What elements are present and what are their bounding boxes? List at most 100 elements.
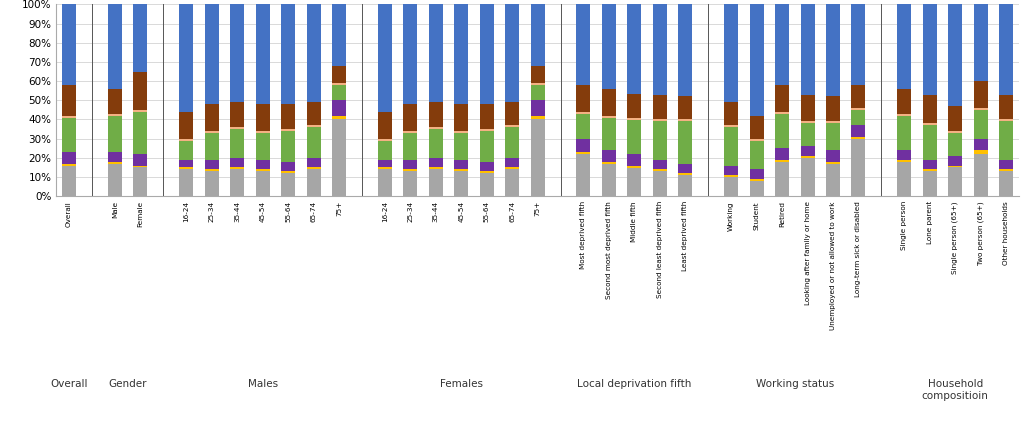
Bar — [230, 127, 244, 129]
Bar — [479, 104, 494, 129]
Bar — [306, 169, 321, 196]
Bar — [281, 4, 295, 104]
Bar — [678, 96, 692, 119]
Bar — [530, 85, 545, 100]
Bar — [999, 4, 1013, 95]
Bar — [256, 169, 269, 171]
Bar — [577, 85, 591, 112]
Bar — [826, 96, 840, 121]
Bar — [897, 150, 911, 160]
Bar — [530, 100, 545, 116]
Bar — [62, 116, 76, 118]
Bar — [923, 169, 937, 171]
Bar — [429, 127, 442, 129]
Bar — [479, 131, 494, 162]
Bar — [974, 110, 988, 139]
Bar — [602, 4, 615, 89]
Bar — [256, 104, 269, 131]
Bar — [678, 119, 692, 121]
Bar — [897, 160, 911, 162]
Bar — [230, 158, 244, 167]
Bar — [133, 154, 147, 166]
Bar — [479, 171, 494, 173]
Bar — [403, 131, 418, 133]
Bar — [897, 89, 911, 114]
Bar — [826, 4, 840, 96]
Text: Working status: Working status — [756, 379, 834, 389]
Bar — [281, 171, 295, 173]
Bar — [628, 166, 641, 168]
Bar — [602, 162, 615, 164]
Bar — [281, 104, 295, 129]
Bar — [678, 164, 692, 173]
Bar — [403, 171, 418, 196]
Bar — [653, 119, 667, 121]
Bar — [505, 4, 519, 102]
Bar — [775, 85, 790, 112]
Bar — [974, 108, 988, 110]
Bar — [653, 121, 667, 160]
Bar — [429, 167, 442, 169]
Bar — [62, 118, 76, 152]
Bar — [750, 140, 764, 169]
Bar — [530, 83, 545, 85]
Bar — [897, 114, 911, 116]
Bar — [628, 118, 641, 120]
Bar — [897, 162, 911, 196]
Bar — [999, 121, 1013, 160]
Bar — [306, 4, 321, 102]
Bar — [429, 102, 442, 127]
Bar — [653, 95, 667, 119]
Bar — [851, 137, 865, 139]
Bar — [999, 160, 1013, 169]
Bar — [479, 129, 494, 131]
Bar — [577, 112, 591, 114]
Bar — [999, 171, 1013, 196]
Bar — [205, 104, 219, 131]
Bar — [577, 152, 591, 154]
Bar — [429, 169, 442, 196]
Bar — [230, 167, 244, 169]
Bar — [775, 162, 790, 196]
Bar — [455, 4, 468, 104]
Bar — [479, 162, 494, 171]
Bar — [108, 89, 122, 114]
Text: Females: Females — [439, 379, 482, 389]
Bar — [332, 116, 346, 119]
Bar — [653, 171, 667, 196]
Bar — [826, 150, 840, 162]
Bar — [378, 169, 392, 196]
Bar — [179, 167, 194, 169]
Bar — [306, 167, 321, 169]
Bar — [133, 72, 147, 110]
Bar — [306, 158, 321, 167]
Bar — [999, 119, 1013, 121]
Bar — [306, 102, 321, 125]
Bar — [230, 169, 244, 196]
Bar — [306, 125, 321, 127]
Bar — [332, 66, 346, 83]
Bar — [133, 166, 147, 167]
Bar — [948, 4, 963, 106]
Bar — [724, 102, 738, 125]
Bar — [602, 118, 615, 150]
Bar — [306, 127, 321, 158]
Bar — [851, 139, 865, 196]
Bar — [724, 175, 738, 177]
Bar — [108, 164, 122, 196]
Bar — [133, 167, 147, 196]
Bar — [974, 150, 988, 154]
Bar — [750, 4, 764, 116]
Bar — [455, 169, 468, 171]
Bar — [179, 139, 194, 140]
Text: Males: Males — [248, 379, 278, 389]
Bar — [179, 169, 194, 196]
Bar — [281, 162, 295, 171]
Bar — [179, 140, 194, 160]
Bar — [628, 94, 641, 118]
Bar — [108, 114, 122, 116]
Bar — [653, 4, 667, 95]
Bar — [455, 133, 468, 160]
Bar — [62, 164, 76, 166]
Bar — [256, 4, 269, 104]
